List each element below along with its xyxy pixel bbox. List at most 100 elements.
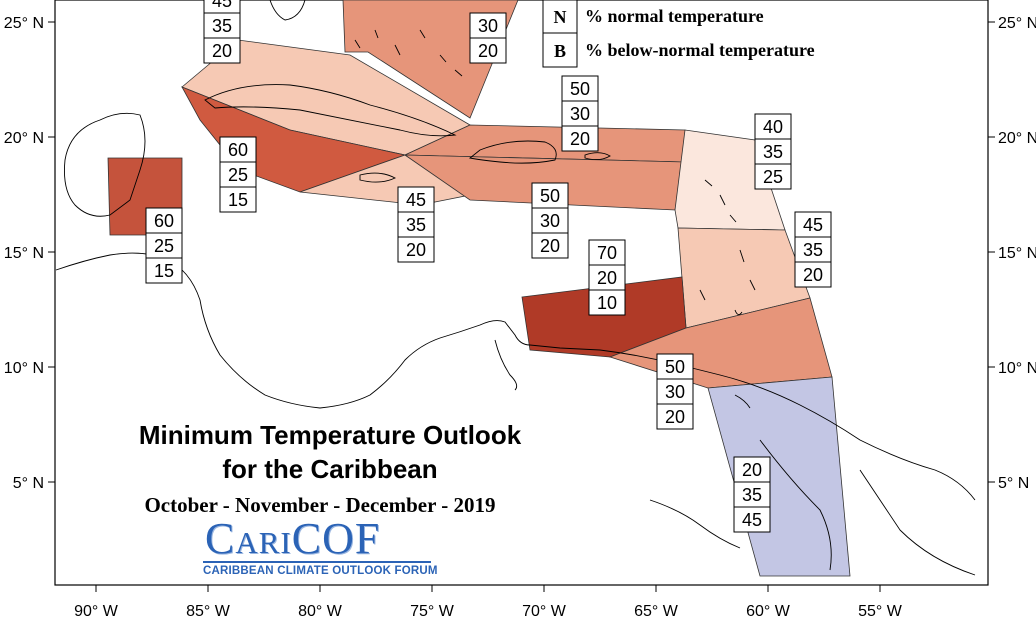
probability-value-below: 45 [742, 510, 762, 530]
coastlines [55, 0, 976, 576]
probability-value-above: 40 [763, 117, 783, 137]
probability-box-hispaniola-south: 50 30 20 [531, 182, 569, 259]
probability-cell-below [794, 261, 832, 288]
probability-value-below: 20 [406, 240, 426, 260]
probability-cell-below [588, 289, 626, 316]
probability-cell-normal [733, 481, 771, 508]
logo-divider [203, 561, 431, 563]
probability-value-normal: 30 [540, 211, 560, 231]
legend-text-normal: % normal temperature [585, 6, 764, 26]
title-line-1: Minimum Temperature Outlook [138, 420, 522, 450]
probability-value-below: 15 [228, 190, 248, 210]
probability-box-northern-lesser-antilles: 40 35 25 [754, 113, 792, 190]
probability-value-below: 20 [540, 236, 560, 256]
axis-ticks [48, 21, 995, 592]
y-tick-label-left: 20° N [4, 130, 44, 147]
probability-value-normal: 35 [742, 485, 762, 505]
probability-cell-below [656, 403, 694, 430]
probability-cell-below [754, 163, 792, 190]
probability-cell-normal [754, 138, 792, 165]
probability-value-above: 45 [212, 0, 232, 11]
probability-value-above: 60 [154, 211, 174, 231]
legend: N B % normal temperature % below-normal … [542, 0, 815, 68]
probability-value-normal: 35 [763, 142, 783, 162]
y-tick-label-left: 10° N [4, 360, 44, 377]
x-tick-label: 85° W [186, 603, 231, 620]
probability-cell-above [219, 136, 257, 163]
probability-value-normal: 20 [597, 268, 617, 288]
probability-box-abc-islands: 70 20 10 [588, 239, 626, 316]
probability-box-trinidad: 50 30 20 [656, 353, 694, 430]
probability-box-cuba: 45 35 20 [203, 0, 241, 64]
y-tick-label-left: 25° N [4, 15, 44, 32]
x-tick-label: 90° W [74, 603, 119, 620]
y-tick-label-right: 25° N [998, 15, 1036, 32]
axis-labels: 90° W 85° W 80° W 75° W 70° W 65° W 60° … [4, 15, 1036, 620]
probability-cell-above [656, 353, 694, 380]
probability-value-below: 25 [763, 167, 783, 187]
probability-value-below: 15 [154, 261, 174, 281]
legend-text-below: % below-normal temperature [585, 40, 815, 60]
x-tick-label: 65° W [634, 603, 679, 620]
probability-value-below: 20 [803, 265, 823, 285]
probability-cell-below [397, 236, 435, 263]
probability-cell-above [588, 239, 626, 266]
probability-value-above: 50 [570, 79, 590, 99]
probability-value-below: 20 [478, 41, 498, 61]
y-tick-label-right: 10° N [998, 360, 1036, 377]
y-tick-label-right: 5° N [998, 475, 1029, 492]
probability-cell-below [219, 186, 257, 213]
forecast-period: October - November - December - 2019 [144, 493, 496, 517]
x-tick-label: 60° W [746, 603, 791, 620]
x-tick-label: 75° W [410, 603, 455, 620]
probability-cell-below [561, 125, 599, 152]
y-tick-label-left: 5° N [13, 475, 44, 492]
probability-cell-below [203, 37, 241, 64]
probability-value-above: 45 [803, 215, 823, 235]
probability-value-below: 20 [665, 407, 685, 427]
probability-value-above: 20 [742, 460, 762, 480]
probability-value-normal: 30 [570, 104, 590, 124]
y-tick-label-right: 20° N [998, 130, 1036, 147]
probability-cell-above [397, 186, 435, 213]
probability-value-normal: 35 [803, 240, 823, 260]
probability-cell-above [531, 182, 569, 209]
caricof-logo-subtitle: CARIBBEAN CLIMATE OUTLOOK FORUM [203, 565, 438, 577]
probability-value-above: 45 [406, 190, 426, 210]
y-tick-label-left: 15° N [4, 245, 44, 262]
probability-boxes: 3020453520602515602515453520503020503020… [145, 0, 832, 533]
probability-value-above: 70 [597, 243, 617, 263]
probability-value-above: 60 [228, 140, 248, 160]
probability-cell-below [469, 37, 507, 64]
x-tick-label: 80° W [298, 603, 343, 620]
title-line-2: for the Caribbean [222, 454, 438, 484]
probability-box-hispaniola-north: 50 30 20 [561, 75, 599, 152]
legend-key-below: B [554, 41, 566, 61]
probability-box-cayman: 60 25 15 [219, 136, 257, 213]
probability-cell-normal [145, 232, 183, 259]
probability-cell-below [733, 506, 771, 533]
caricof-logo: CariCOF [205, 514, 381, 563]
probability-box-guianas: 20 35 45 [733, 456, 771, 533]
probability-cell-normal [561, 100, 599, 127]
probability-value-above: 50 [540, 186, 560, 206]
map-title: Minimum Temperature Outlook for the Cari… [60, 418, 600, 486]
probability-cell-normal [203, 12, 241, 39]
probability-cell-below [145, 257, 183, 284]
probability-value-normal: 30 [665, 382, 685, 402]
probability-cell-above [145, 207, 183, 234]
probability-cell-above [754, 113, 792, 140]
probability-value-below: 10 [597, 293, 617, 313]
probability-value-normal: 35 [212, 16, 232, 36]
probability-value-below: 20 [212, 41, 232, 61]
probability-value-normal: 30 [478, 16, 498, 36]
probability-value-normal: 25 [228, 165, 248, 185]
probability-cell-normal [656, 378, 694, 405]
y-tick-label-right: 15° N [998, 245, 1036, 262]
probability-box-jamaica: 45 35 20 [397, 186, 435, 263]
probability-value-below: 20 [570, 129, 590, 149]
x-tick-label: 70° W [522, 603, 567, 620]
probability-box-belize: 60 25 15 [145, 207, 183, 284]
